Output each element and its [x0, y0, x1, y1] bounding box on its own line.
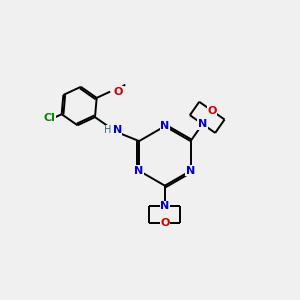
Text: N: N	[134, 166, 144, 176]
Text: Cl: Cl	[44, 112, 56, 122]
Text: N: N	[186, 166, 195, 176]
Text: O: O	[114, 87, 123, 97]
Text: N: N	[112, 125, 122, 135]
Text: N: N	[160, 202, 170, 212]
Text: N: N	[160, 121, 170, 131]
Text: H: H	[104, 125, 111, 135]
Text: O: O	[160, 218, 170, 228]
Text: O: O	[207, 106, 217, 116]
Text: N: N	[198, 119, 207, 129]
